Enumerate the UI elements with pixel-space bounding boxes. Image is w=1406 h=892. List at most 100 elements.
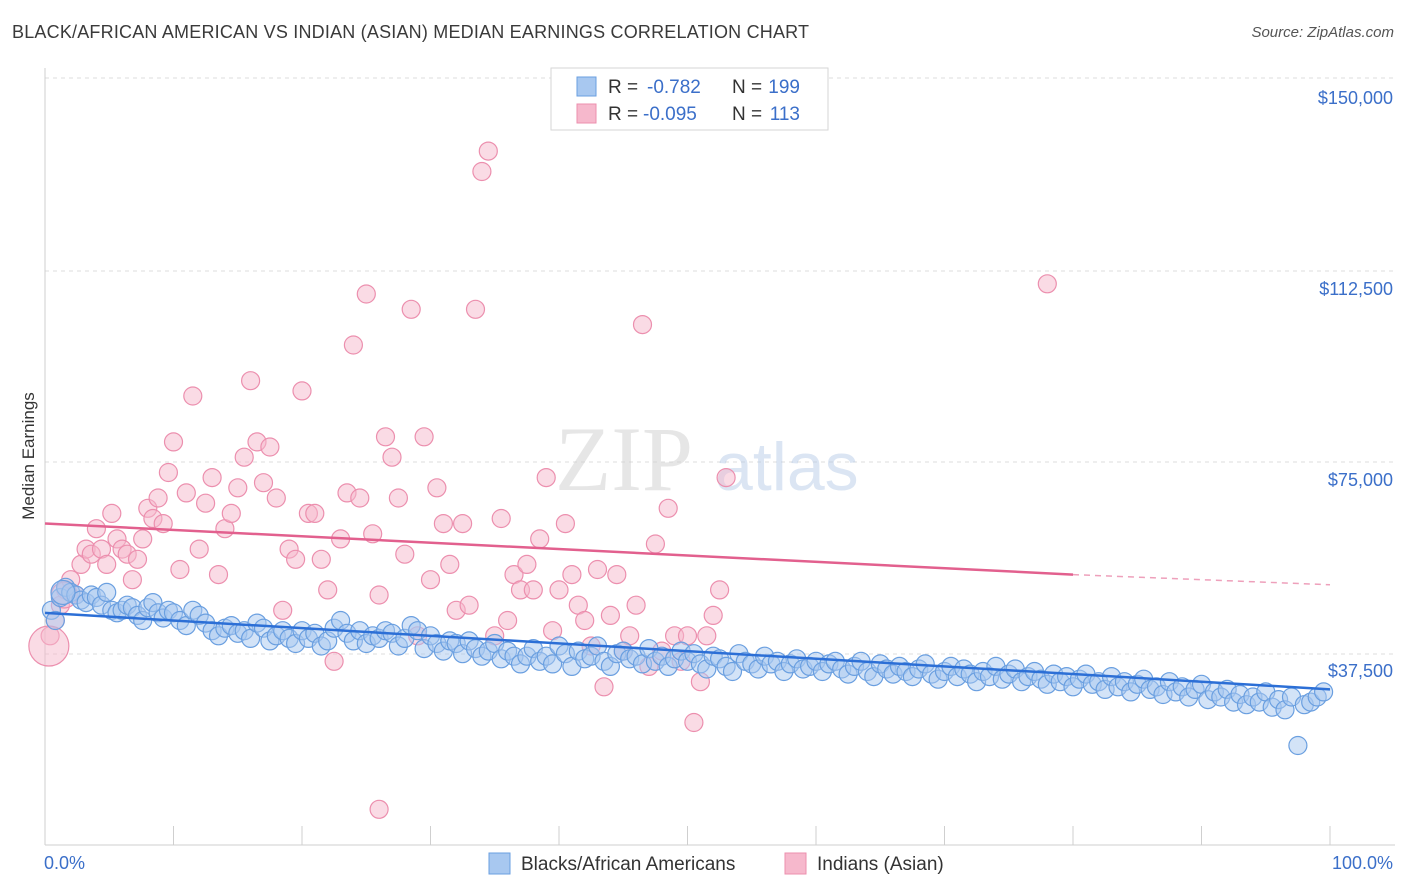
pink-point-24: [163, 432, 184, 452]
chart-title: BLACK/AFRICAN AMERICAN VS INDIAN (ASIAN)…: [12, 22, 810, 42]
pink-point-92: [600, 605, 621, 626]
pink-point-58: [382, 447, 402, 467]
legend-swatch-pink: [576, 103, 597, 124]
source-label: Source: ZipAtlas.com: [1251, 24, 1394, 41]
pink-point-109: [709, 580, 730, 600]
pink-point-18: [133, 529, 153, 549]
blue-point-199: [1288, 735, 1308, 756]
pink-point-86: [562, 564, 582, 585]
blue-point-83: [542, 654, 563, 674]
pink-point-46: [305, 503, 325, 524]
pink-point-53: [350, 488, 370, 508]
pink-point-75: [491, 508, 511, 529]
pink-point-76: [498, 610, 518, 631]
watermark-atlas: atlas: [715, 429, 859, 505]
pink-point-72: [472, 161, 492, 182]
pink-point-101: [658, 498, 678, 518]
legend-r-value-blue: -0.782: [647, 77, 701, 98]
legend-box: R = -0.782 N = 199 R = -0.095 N = 113: [550, 67, 829, 131]
watermark: ZIP atlas: [555, 408, 859, 510]
pink-point-91: [594, 677, 614, 697]
x-tick-label-min: 0.0%: [44, 853, 85, 873]
pink-point-28: [189, 539, 209, 559]
legend-n-label-pink: N =: [732, 104, 762, 125]
cluster-point-2: [50, 579, 76, 606]
blue-point-203: [1313, 682, 1334, 702]
trend-lines: [44, 522, 1331, 691]
pink-point-82: [536, 468, 556, 488]
pink-point-11: [97, 554, 117, 575]
pink-point-67: [440, 554, 460, 575]
pink-point-80: [523, 580, 543, 600]
pink-point-96: [626, 595, 646, 615]
y-axis-title: Median Earnings: [19, 392, 38, 520]
pink-point-9: [86, 519, 107, 539]
trend-line-indians: [44, 522, 1074, 576]
pink-point-47: [311, 549, 331, 569]
bottom-legend: Blacks/African Americans Indians (Asian): [488, 852, 944, 875]
pink-point-55: [363, 524, 383, 544]
pink-point-90: [587, 559, 608, 580]
pink-point-21: [148, 488, 168, 508]
pink-point-34: [228, 478, 248, 498]
y-tick-label-37500: $37,500: [1328, 661, 1393, 681]
pink-point-71: [465, 299, 486, 319]
legend-n-value-blue: 199: [768, 77, 800, 98]
pink-point-29: [196, 493, 216, 513]
pink-point-52: [343, 335, 363, 355]
pink-point-112: [1037, 274, 1057, 294]
blue-point-11: [97, 582, 117, 603]
pink-point-105: [684, 712, 704, 733]
pink-point-27: [183, 386, 203, 406]
pink-point-73: [478, 141, 498, 161]
pink-point-41: [273, 600, 293, 620]
bottom-legend-swatch-pink: [784, 852, 807, 875]
cluster-point-0: [28, 625, 70, 667]
pink-point-99: [645, 534, 666, 554]
pink-point-33: [221, 503, 241, 524]
bottom-legend-label-blue: Blacks/African Americans: [521, 854, 735, 875]
y-tick-label-150000: $150,000: [1318, 88, 1393, 108]
pink-point-59: [388, 488, 408, 508]
pink-point-49: [324, 651, 344, 671]
trend-line-blacks: [44, 611, 1331, 691]
pink-point-107: [697, 626, 717, 646]
y-tick-labels: $150,000 $112,500 $75,000 $37,500: [1318, 88, 1393, 681]
legend-r-label-blue: R =: [608, 77, 638, 98]
pink-point-57: [375, 427, 396, 447]
pink-point-16: [122, 570, 142, 590]
pink-point-108: [703, 605, 723, 626]
pink-point-97: [632, 315, 653, 335]
x-tick-label-max: 100.0%: [1332, 853, 1393, 873]
pink-point-110: [716, 468, 736, 488]
pink-point-36: [241, 371, 261, 391]
pink-point-111: [369, 799, 389, 819]
pink-point-48: [318, 580, 338, 600]
watermark-zip: ZIP: [555, 408, 693, 510]
pink-point-35: [234, 447, 254, 467]
pink-point-43: [286, 549, 306, 569]
pink-point-23: [158, 462, 178, 483]
series-indians-points: [28, 141, 1057, 819]
pink-point-61: [401, 299, 421, 319]
pink-point-38: [253, 473, 274, 493]
pink-point-31: [208, 564, 229, 585]
pink-point-84: [549, 580, 569, 600]
gridlines: [45, 77, 1395, 655]
pink-point-70: [459, 595, 479, 615]
pink-point-60: [395, 544, 415, 564]
pink-point-88: [575, 610, 595, 631]
pink-point-93: [607, 564, 627, 585]
blue-point-111: [722, 661, 743, 682]
pink-point-40: [266, 488, 286, 508]
pink-point-26: [176, 483, 196, 503]
blue-point-1: [45, 610, 65, 631]
pink-point-65: [427, 478, 447, 498]
legend-n-value-pink: 113: [770, 104, 800, 125]
y-tick-label-112500: $112,500: [1319, 279, 1393, 299]
pink-point-44: [292, 381, 312, 401]
pink-point-17: [127, 549, 148, 569]
x-ticks: [44, 826, 1331, 845]
pink-point-56: [369, 585, 389, 605]
